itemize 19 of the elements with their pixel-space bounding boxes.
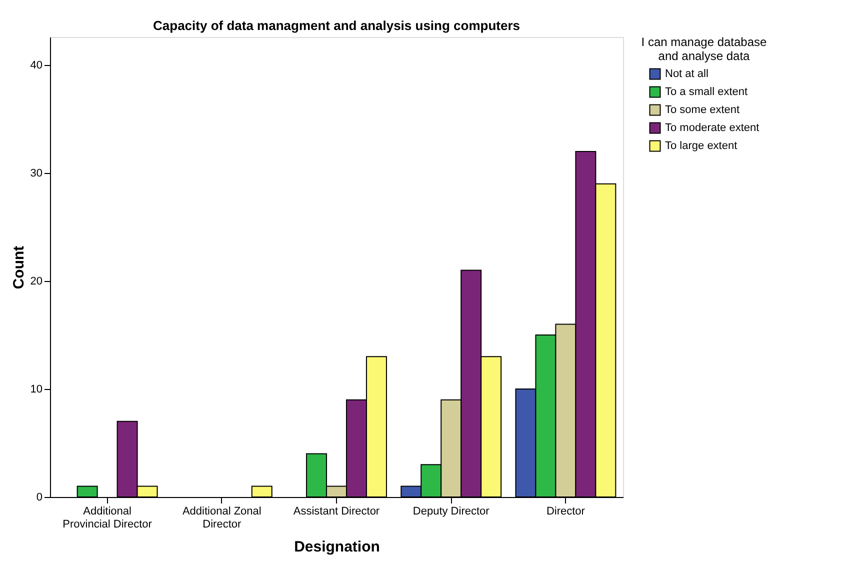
y-tick-label: 10 (30, 384, 42, 396)
y-axis-title: Count (10, 246, 28, 290)
y-tick-label: 40 (30, 60, 42, 72)
x-tick-label: Additional Zonal Director (182, 506, 262, 530)
x-tick-label: Deputy Director (412, 506, 490, 518)
legend-label: To moderate extent (665, 122, 760, 134)
y-tick-label: 30 (30, 168, 42, 180)
y-tick-label: 20 (30, 276, 42, 288)
legend-label: To a small extent (665, 86, 748, 98)
legend-title: I can manage database and analyse data (641, 35, 768, 63)
x-tick-label: Director (546, 506, 586, 518)
chart-title: Capacity of data managment and analysis using computers (153, 18, 520, 33)
x-axis-title: Designation (294, 538, 380, 556)
x-tick-label: Assistant Director (293, 506, 380, 518)
legend-label: To large extent (665, 140, 738, 152)
x-tick-label: Additional Provincial Director (62, 506, 152, 530)
legend-label: Not at all (665, 68, 708, 80)
legend-label: To some extent (665, 104, 740, 116)
y-tick-label: 0 (36, 492, 42, 504)
